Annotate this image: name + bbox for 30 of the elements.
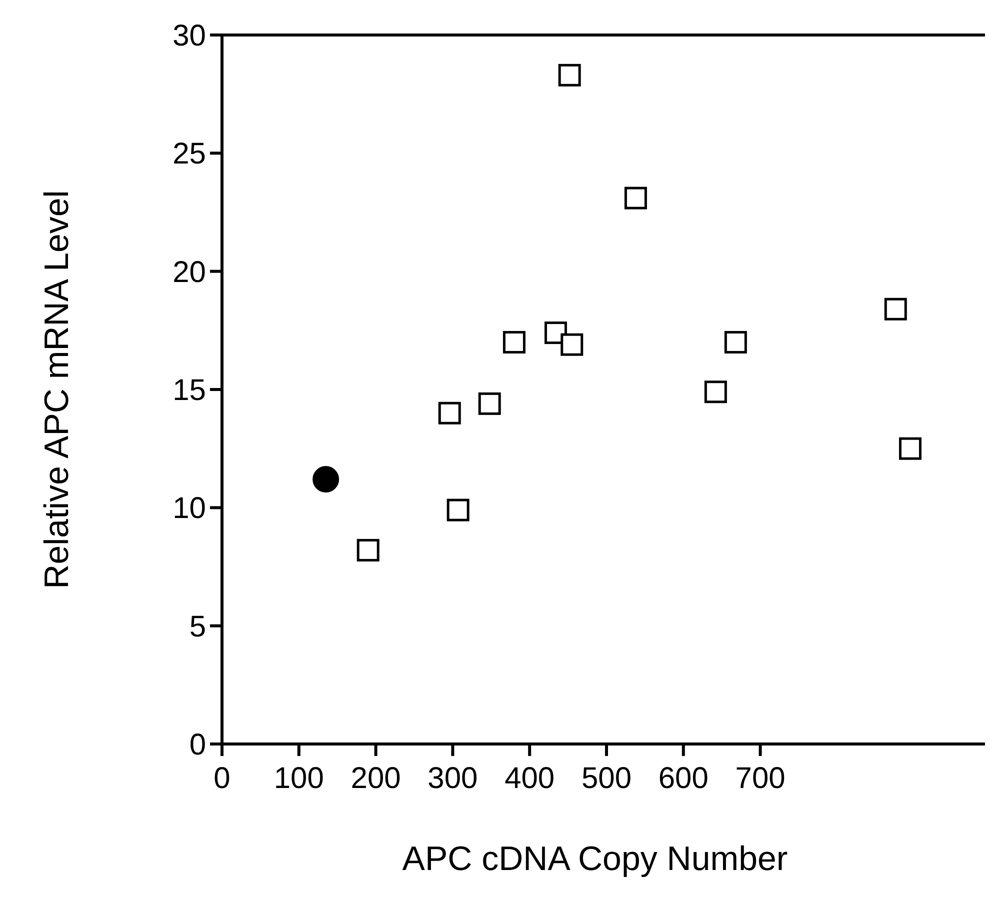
x-tick-label: 700 (735, 762, 786, 795)
point (899, 437, 922, 460)
y-tick-label: 0 (189, 728, 206, 762)
point (502, 330, 526, 354)
point (438, 402, 461, 424)
x-axis-title: APC cDNA Copy Number (402, 840, 788, 878)
x-tick-label: 300 (428, 762, 478, 795)
point (478, 392, 501, 415)
point (724, 330, 747, 354)
point (704, 380, 727, 404)
x-tick-label: 600 (658, 762, 708, 795)
point (884, 298, 907, 320)
x-tick-label: 400 (504, 762, 555, 795)
x-tick-label: 0 (214, 762, 230, 795)
y-axis-title: Relative APC mRNA Level (38, 190, 76, 589)
point (446, 498, 470, 522)
point (624, 186, 647, 210)
x-tick-label: 500 (581, 762, 632, 795)
point (560, 333, 584, 356)
point (356, 538, 380, 562)
point (558, 64, 581, 86)
y-tick-label: 30 (172, 20, 206, 52)
y-tick-label: 15 (172, 374, 206, 407)
y-tick-label: 25 (172, 138, 206, 171)
y-tick-label: 5 (189, 610, 206, 644)
y-tick-label: 20 (172, 256, 206, 289)
point (312, 466, 340, 493)
x-tick-label: 100 (274, 762, 324, 795)
x-tick-label: 200 (350, 762, 401, 795)
y-tick-label: 10 (172, 492, 206, 526)
